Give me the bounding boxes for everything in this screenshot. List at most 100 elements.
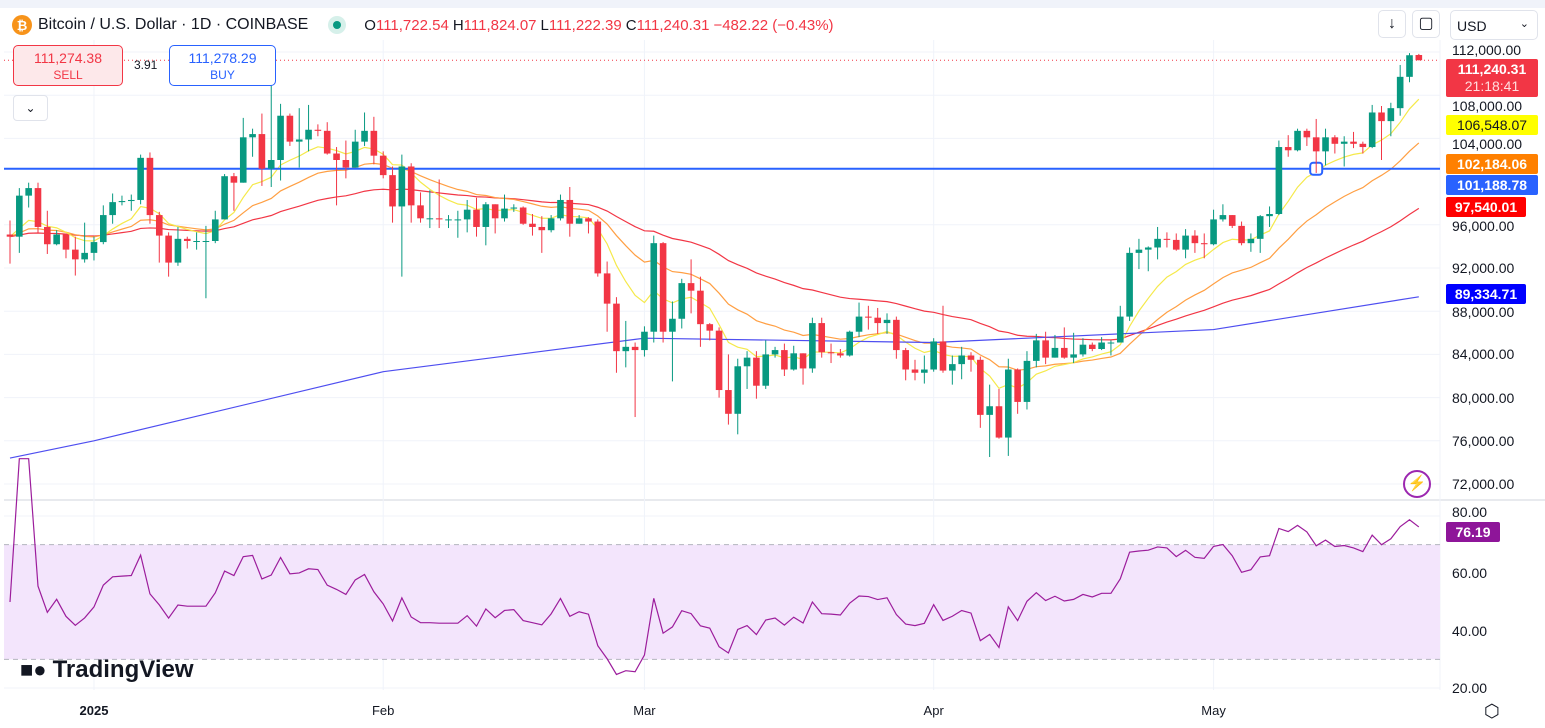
candle-body xyxy=(239,137,247,183)
candle-body xyxy=(1415,54,1423,61)
candle-body xyxy=(333,153,340,160)
candle-body xyxy=(342,160,350,168)
candle-body xyxy=(529,223,536,227)
candle-body xyxy=(1312,137,1320,152)
tradingview-logo[interactable]: ■● TradingView xyxy=(20,656,194,683)
collapse-chevron-down-icon[interactable]: ⌄ xyxy=(13,95,48,121)
price-axis-label: 88,000.00 xyxy=(1452,304,1515,321)
candle-body xyxy=(6,234,14,237)
candle-body xyxy=(1238,225,1245,244)
candle-body xyxy=(725,390,732,414)
rsi-band xyxy=(4,544,1440,660)
candle-body xyxy=(1200,243,1208,245)
candle-body xyxy=(1182,235,1189,250)
candle-body xyxy=(1051,347,1059,358)
rsi-axis-label: 60.00 xyxy=(1452,565,1488,582)
price-axis-label: 104,000.00 xyxy=(1452,136,1523,153)
date-axis-label: 2025 xyxy=(79,703,109,718)
candle-body xyxy=(211,219,219,241)
candle-body xyxy=(1368,112,1376,148)
candle-body xyxy=(445,219,452,221)
candle-body xyxy=(986,406,993,415)
candle-body xyxy=(1387,108,1395,122)
candle-body xyxy=(34,188,42,227)
candle-body xyxy=(930,341,937,370)
logo-text: TradingView xyxy=(52,656,194,683)
scroll-down-arrow-icon[interactable]: ↓ xyxy=(1378,10,1406,38)
candle-body xyxy=(585,218,592,222)
price-axis-label: 108,000.00 xyxy=(1452,98,1523,115)
sell-button[interactable]: 111,274.38 SELL xyxy=(13,45,123,86)
candle-body xyxy=(547,218,555,231)
candle-body xyxy=(295,139,303,142)
candle-body xyxy=(1023,360,1031,402)
price-axis-label: 76,000.00 xyxy=(1452,432,1515,449)
candle-body xyxy=(90,242,98,253)
candle-body xyxy=(174,238,182,263)
candle-body xyxy=(417,205,424,219)
candle-body xyxy=(435,218,443,220)
price-axis-label: 72,000.00 xyxy=(1452,476,1515,492)
bitcoin-icon: ₿ xyxy=(12,15,32,35)
ma-long-tag: 89,334.71 xyxy=(1446,284,1526,304)
candle-body xyxy=(305,129,312,140)
candle-body xyxy=(286,115,294,142)
open-label: O xyxy=(364,16,376,34)
candle-body xyxy=(1284,147,1292,151)
candle-body xyxy=(641,331,648,351)
candle-body xyxy=(715,330,723,391)
lightning-assistant-icon[interactable]: ⚡ xyxy=(1403,470,1431,498)
candle-body xyxy=(53,234,60,245)
candle-body xyxy=(809,323,816,369)
candle-body xyxy=(501,208,508,219)
low-label: L xyxy=(540,16,549,34)
candle-body xyxy=(249,134,256,138)
candle-body xyxy=(911,369,919,373)
fullscreen-icon[interactable]: ▢ xyxy=(1412,10,1440,38)
candle-body xyxy=(1340,141,1348,144)
candle-body xyxy=(407,166,415,206)
ma-long-line xyxy=(9,296,1419,459)
candle-body xyxy=(650,243,658,332)
candle-body xyxy=(426,218,434,220)
candle-body xyxy=(734,366,742,414)
candle-body xyxy=(874,317,881,324)
candle-body xyxy=(790,353,798,370)
candle-body xyxy=(1275,147,1283,214)
candle-body xyxy=(706,324,714,331)
candle-body xyxy=(958,355,965,365)
candle-body xyxy=(25,188,32,196)
candle-body xyxy=(16,195,23,237)
candle-body xyxy=(137,157,144,200)
candle-body xyxy=(202,241,210,242)
close-value: 111,240.31 xyxy=(636,16,710,34)
rsi-axis-label: 80.00 xyxy=(1452,504,1488,520)
candle-body xyxy=(230,176,238,183)
candle-body xyxy=(1219,215,1227,220)
candle-body xyxy=(183,238,191,241)
candle-body xyxy=(603,273,611,304)
date-axis-label: May xyxy=(1201,703,1226,718)
price-axis-label: 92,000.00 xyxy=(1452,260,1515,276)
candle-body xyxy=(939,341,947,371)
candle-body xyxy=(1378,112,1385,122)
settings-gear-icon[interactable]: ⬡ xyxy=(1484,701,1500,721)
candle-body xyxy=(1163,238,1171,240)
candle-body xyxy=(370,130,378,156)
candle-body xyxy=(837,353,844,356)
candle-body xyxy=(1116,316,1124,343)
candle-body xyxy=(361,130,368,142)
candle-body xyxy=(566,199,574,224)
candle-body xyxy=(818,323,826,353)
candle-body xyxy=(1172,239,1180,250)
buy-button[interactable]: 111,278.29 BUY xyxy=(169,45,276,86)
currency-select[interactable]: USD ⌄ xyxy=(1450,10,1538,40)
candle-body xyxy=(631,346,639,351)
candle-body xyxy=(902,350,909,370)
candle-body xyxy=(193,241,200,242)
candle-body xyxy=(1331,137,1339,144)
candle-body xyxy=(1228,215,1236,226)
horizontal-line-tag[interactable]: 101,188.78 xyxy=(1446,175,1538,195)
symbol-title[interactable]: Bitcoin / U.S. Dollar · 1D · COINBASE xyxy=(38,16,309,33)
